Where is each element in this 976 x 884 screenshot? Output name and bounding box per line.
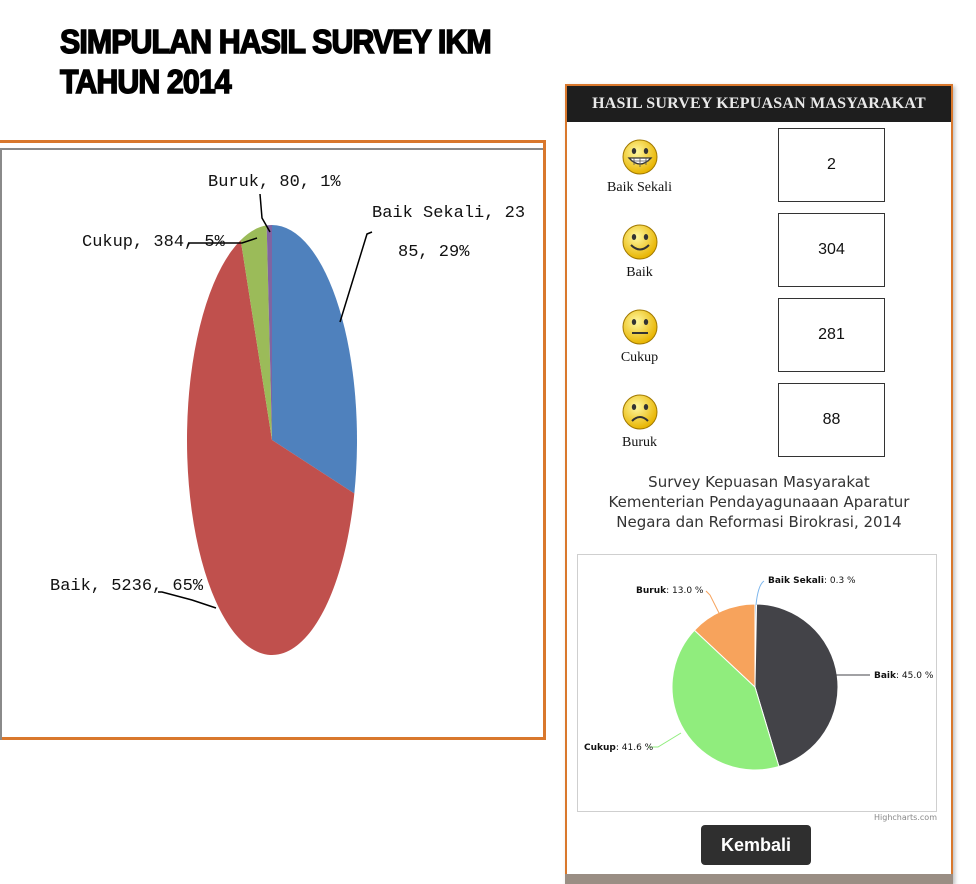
count-box-buruk: 88 bbox=[778, 383, 885, 457]
page-title: SIMPULAN HASIL SURVEY IKM TAHUN 2014 bbox=[59, 22, 492, 102]
hc-label-buruk: Buruk: 13.0 % bbox=[636, 586, 704, 596]
count-box-cukup: 281 bbox=[778, 298, 885, 372]
page-title-line1: SIMPULAN HASIL SURVEY IKM bbox=[59, 22, 492, 61]
leader-cukup bbox=[648, 732, 682, 748]
pie-slice-baik-sekali bbox=[272, 225, 357, 494]
rating-row-baik-sekali: Baik Sekali 2 bbox=[567, 128, 951, 204]
hc-label-cukup: Cukup: 41.6 % bbox=[584, 743, 654, 753]
grin-smiley-icon bbox=[622, 139, 658, 175]
hc-value-buruk: 13.0 % bbox=[672, 586, 704, 596]
leader-line-baik-sekali bbox=[339, 231, 373, 323]
survey-result-panel: HASIL SURVEY KEPUASAN MASYARAKAT Baik Se… bbox=[565, 84, 953, 884]
leader-line-cukup bbox=[188, 237, 258, 244]
hc-name-baik-sekali: Baik Sekali bbox=[768, 576, 824, 586]
label-baik: Baik, 5236, 65% bbox=[50, 577, 204, 596]
left-chart-panel: Baik Sekali, 23 85, 29% Baik, 5236, 65% … bbox=[0, 140, 546, 740]
leader-baik-sekali bbox=[755, 580, 765, 606]
hc-value-cukup: 41.6 % bbox=[622, 743, 654, 753]
left-pie-chart: Baik Sekali, 23 85, 29% Baik, 5236, 65% … bbox=[50, 173, 525, 655]
hc-name-cukup: Cukup bbox=[584, 743, 616, 753]
hc-label-baik: Baik: 45.0 % bbox=[874, 671, 934, 681]
count-box-baik-sekali: 2 bbox=[778, 128, 885, 202]
label-cukup: Cukup, 384, 5% bbox=[82, 233, 226, 252]
page-title-line2: TAHUN 2014 bbox=[59, 62, 232, 101]
pie-slice-cukup bbox=[671, 629, 780, 771]
rating-label-baik-sekali: Baik Sekali bbox=[607, 180, 672, 195]
hc-value-baik-sekali: 0.3 % bbox=[830, 576, 856, 586]
rating-row-baik: Baik 304 bbox=[567, 213, 951, 289]
leader-line-baik bbox=[158, 591, 217, 609]
sad-smiley-icon bbox=[622, 394, 658, 430]
hc-name-baik: Baik bbox=[874, 671, 897, 681]
pie-slice-buruk bbox=[266, 225, 272, 440]
smile-smiley-icon bbox=[622, 224, 658, 260]
panel-header: HASIL SURVEY KEPUASAN MASYARAKAT bbox=[567, 86, 951, 122]
rating-row-buruk: Buruk 88 bbox=[567, 383, 951, 459]
label-buruk: Buruk, 80, 1% bbox=[208, 173, 341, 192]
left-chart-frame: Baik Sekali, 23 85, 29% Baik, 5236, 65% … bbox=[0, 148, 543, 740]
highcharts-container: Baik Sekali: 0.3 % Baik: 45.0 % Cukup: 4… bbox=[577, 554, 937, 812]
rating-label-buruk: Buruk bbox=[622, 435, 657, 450]
pie-slice-baik bbox=[187, 240, 355, 655]
label-baik-sekali-line2: 85, 29% bbox=[398, 243, 470, 262]
hc-value-baik: 45.0 % bbox=[902, 671, 934, 681]
highcharts-credits[interactable]: Highcharts.com bbox=[874, 813, 937, 822]
leader-line-buruk bbox=[259, 193, 271, 233]
rating-row-cukup: Cukup 281 bbox=[567, 298, 951, 374]
neutral-smiley-icon bbox=[622, 309, 658, 345]
label-baik-sekali-line1: Baik Sekali, 23 bbox=[372, 204, 525, 223]
bottom-strip bbox=[565, 874, 953, 884]
caption-line2: Kementerian Pendayagunaaan Aparatur bbox=[608, 493, 910, 511]
survey-caption: Survey Kepuasan Masyarakat Kementerian P… bbox=[567, 472, 951, 532]
hc-label-baik-sekali: Baik Sekali: 0.3 % bbox=[768, 576, 856, 586]
pie-slice-baik bbox=[754, 603, 839, 768]
rating-label-baik: Baik bbox=[626, 265, 653, 280]
back-button[interactable]: Kembali bbox=[701, 825, 811, 865]
rating-label-cukup: Cukup bbox=[620, 350, 659, 365]
caption-line1: Survey Kepuasan Masyarakat bbox=[648, 473, 870, 491]
leader-buruk bbox=[705, 590, 722, 618]
caption-line3: Negara dan Reformasi Birokrasi, 2014 bbox=[616, 513, 902, 531]
right-pie-chart: Baik Sekali: 0.3 % Baik: 45.0 % Cukup: 4… bbox=[584, 576, 934, 771]
hc-name-buruk: Buruk bbox=[636, 586, 667, 596]
count-box-baik: 304 bbox=[778, 213, 885, 287]
pie-slice-cukup bbox=[240, 225, 272, 440]
pie-slice-buruk bbox=[693, 603, 756, 689]
